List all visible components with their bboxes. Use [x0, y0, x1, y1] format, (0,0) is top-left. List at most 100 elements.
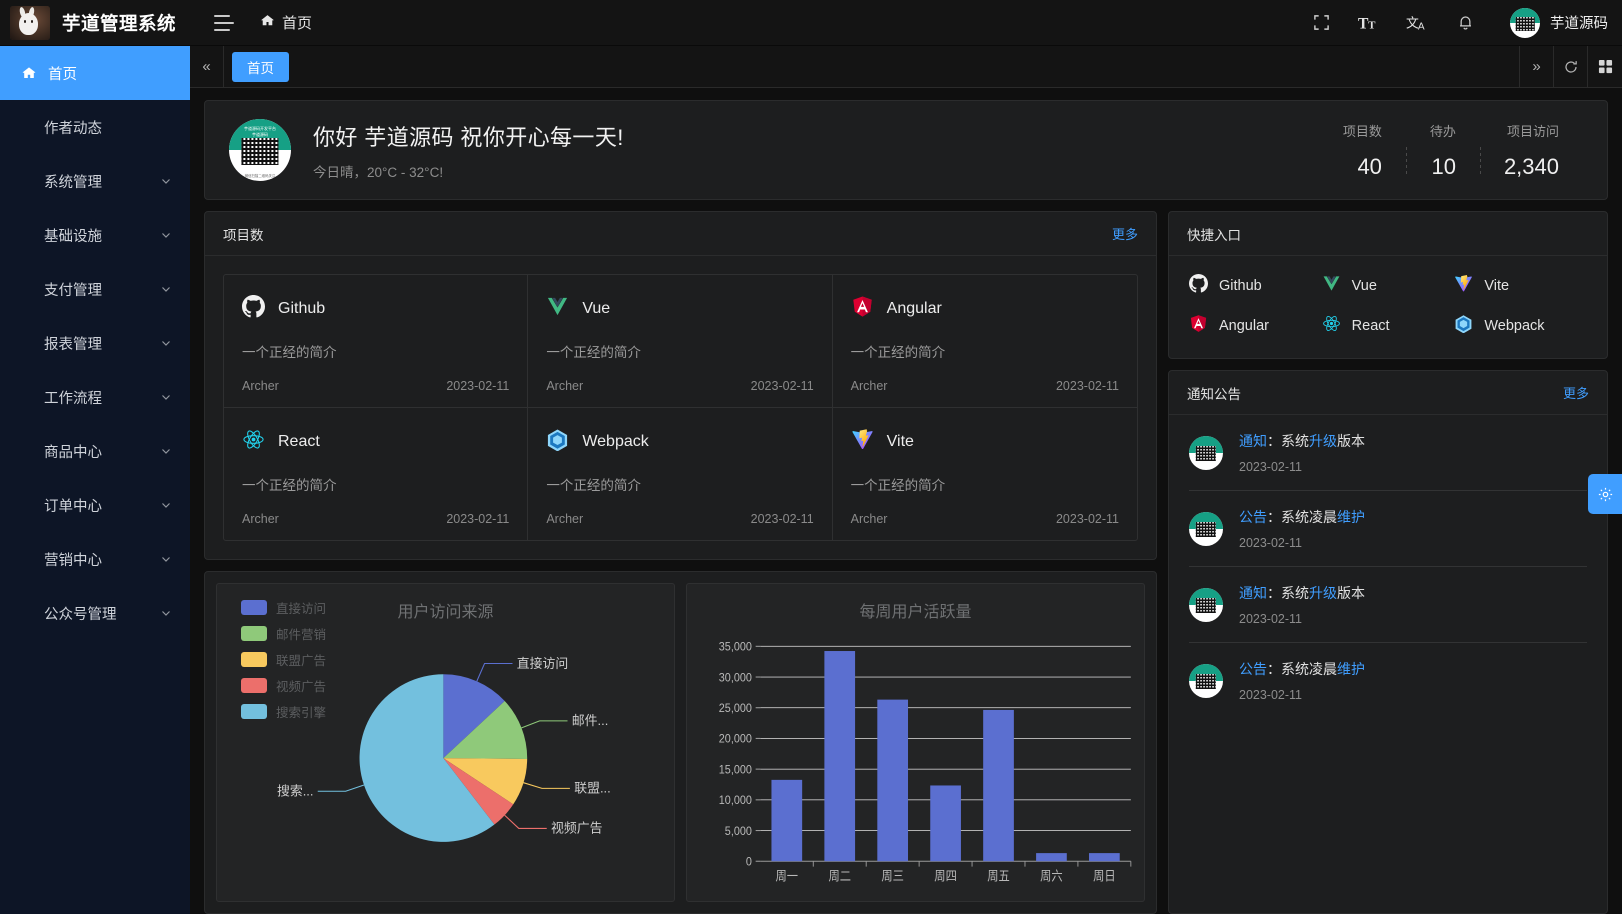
chevron-down-icon [162, 233, 170, 238]
quick-entry-label: Vue [1351, 278, 1377, 294]
content-area: 芋道源码开发平台芋道源码扫码关注 微信扫描二维码关注 你好 芋道源码 祝你开心每… [190, 88, 1622, 914]
notice-text-b: 版本 [1337, 585, 1365, 601]
notice-more-link[interactable]: 更多 [1562, 386, 1589, 401]
quick-entry-panel: 快捷入口 Github Vue [1168, 211, 1608, 359]
project-card[interactable]: Vue 一个正经的简介 Archer 2023-02-11 [528, 275, 833, 408]
sidebar: 首页 作者动态 系统管理 基础设施 支付管理 报表管理 工作 [0, 46, 190, 914]
sidebar-item-official-account-management[interactable]: 公众号管理 [0, 586, 190, 640]
notice-sep: ： [1267, 661, 1281, 677]
notice-text-a: 系统 [1281, 433, 1309, 449]
legend-item[interactable]: 邮件营销 [241, 624, 326, 643]
project-name: Webpack [582, 433, 649, 450]
stat-label: 项目数 [1342, 123, 1382, 139]
y-axis-tick-label: 30,000 [719, 671, 752, 685]
quick-entry-react[interactable]: React [1322, 314, 1455, 338]
notice-highlight: 升级 [1309, 585, 1337, 601]
chevron-down-icon [162, 611, 170, 616]
legend-item[interactable]: 搜索引擎 [241, 702, 326, 721]
sidebar-item-system-management[interactable]: 系统管理 [0, 154, 190, 208]
svg-text:T: T [1358, 15, 1369, 32]
bar [877, 699, 909, 862]
font-size-icon[interactable]: T T [1358, 12, 1380, 34]
sidebar-item-author-news[interactable]: 作者动态 [0, 100, 190, 154]
projects-grid: Github 一个正经的简介 Archer 2023-02-11 [223, 274, 1138, 541]
quick-entry-vue[interactable]: Vue [1322, 274, 1455, 298]
pie-slice [443, 674, 505, 759]
sidebar-item-label: 首页 [48, 66, 77, 83]
sidebar-item-label: 支付管理 [44, 282, 102, 299]
project-card[interactable]: Angular 一个正经的简介 Archer 2023-02-11 [832, 275, 1137, 408]
project-card[interactable]: React 一个正经的简介 Archer 2023-02-11 [224, 408, 529, 540]
sidebar-item-label: 营销中心 [44, 552, 102, 569]
notice-kind: 通知 [1239, 585, 1267, 601]
list-item[interactable]: 通知：系统升级版本 2023-02-11 [1189, 415, 1587, 491]
legend-item[interactable]: 直接访问 [241, 598, 326, 617]
chevron-down-icon [162, 557, 170, 562]
sidebar-item-infrastructure[interactable]: 基础设施 [0, 208, 190, 262]
notice-text-a: 系统凌晨 [1281, 509, 1337, 525]
project-card[interactable]: Github 一个正经的简介 Archer 2023-02-11 [224, 275, 529, 408]
refresh-icon[interactable] [1554, 46, 1588, 87]
grid-icon[interactable] [1588, 46, 1622, 87]
user-menu[interactable]: 芋道源码 [1510, 7, 1608, 38]
quick-entry-webpack[interactable]: Webpack [1454, 314, 1587, 338]
legend-item[interactable]: 联盟广告 [241, 650, 326, 669]
sidebar-item-marketing-center[interactable]: 营销中心 [0, 532, 190, 586]
list-item[interactable]: 通知：系统升级版本 2023-02-11 [1189, 567, 1587, 643]
github-icon [242, 295, 265, 323]
tab-home[interactable]: 首页 [232, 51, 289, 82]
pie-slice-label: 邮件... [572, 713, 608, 728]
projects-more-link[interactable]: 更多 [1111, 227, 1138, 242]
header-tools: T T 文 A 芋道源码 [1310, 7, 1608, 38]
react-icon [1322, 314, 1341, 338]
sidebar-item-payment-management[interactable]: 支付管理 [0, 262, 190, 316]
app-logo[interactable] [10, 5, 50, 40]
settings-drawer-button[interactable] [1588, 474, 1622, 514]
breadcrumb-label: 首页 [282, 15, 313, 32]
quick-entry-vite[interactable]: Vite [1454, 274, 1587, 298]
breadcrumb[interactable]: 首页 [260, 12, 312, 33]
project-name: Github [278, 300, 326, 317]
user-name: 芋道源码 [1550, 16, 1608, 32]
legend-label: 邮件营销 [276, 628, 327, 642]
legend-label: 视频广告 [276, 680, 327, 694]
sidebar-item-product-center[interactable]: 商品中心 [0, 424, 190, 478]
greeting-text: 你好 芋道源码 祝你开心每一天! [313, 124, 624, 150]
project-name: Vite [886, 433, 914, 450]
quick-entry-header: 快捷入口 [1169, 212, 1607, 256]
pie-slice-label: 搜索... [277, 784, 313, 799]
sidebar-item-label: 基础设施 [44, 228, 102, 245]
project-card[interactable]: Vite 一个正经的简介 Archer 2023-02-11 [833, 408, 1137, 540]
fullscreen-icon[interactable] [1310, 12, 1332, 34]
bar [1089, 853, 1120, 862]
sidebar-item-order-center[interactable]: 订单中心 [0, 478, 190, 532]
bell-icon[interactable] [1454, 12, 1476, 34]
sidebar-item-report-management[interactable]: 报表管理 [0, 316, 190, 370]
quick-entry-github[interactable]: Github [1189, 274, 1322, 298]
home-icon [20, 65, 38, 81]
tabs-scroll-left-button[interactable]: « [190, 46, 224, 87]
bar-chart-title: 每周用户活跃量 [859, 604, 972, 621]
x-axis-tick-label: 周一 [776, 869, 799, 884]
project-desc: 一个正经的简介 [242, 345, 337, 360]
list-item[interactable]: 公告：系统凌晨维护 2023-02-11 [1189, 643, 1587, 718]
sidebar-item-workflow[interactable]: 工作流程 [0, 370, 190, 424]
legend-item[interactable]: 视频广告 [241, 676, 326, 695]
menu-toggle-icon[interactable] [214, 14, 235, 31]
bar [1036, 853, 1067, 862]
quick-entry-grid: Github Vue [1169, 256, 1607, 358]
x-axis-tick-label: 周二 [828, 869, 851, 884]
pie-slice-label: 联盟... [574, 781, 610, 796]
tabs-scroll-right-button[interactable]: » [1520, 46, 1554, 87]
notice-sep: ： [1267, 585, 1281, 601]
projects-title: 项目数 [223, 227, 264, 243]
translate-icon[interactable]: 文 A [1406, 12, 1428, 34]
list-item[interactable]: 公告：系统凌晨维护 2023-02-11 [1189, 491, 1587, 567]
quick-entry-angular[interactable]: Angular [1189, 314, 1322, 338]
project-card[interactable]: Webpack 一个正经的简介 Archer 2023-02-11 [528, 408, 833, 540]
bar [930, 785, 961, 862]
pie-slice [443, 758, 528, 805]
pie-leader-line [523, 782, 570, 789]
sidebar-item-home[interactable]: 首页 [0, 46, 190, 100]
notice-date: 2023-02-11 [1239, 460, 1303, 474]
